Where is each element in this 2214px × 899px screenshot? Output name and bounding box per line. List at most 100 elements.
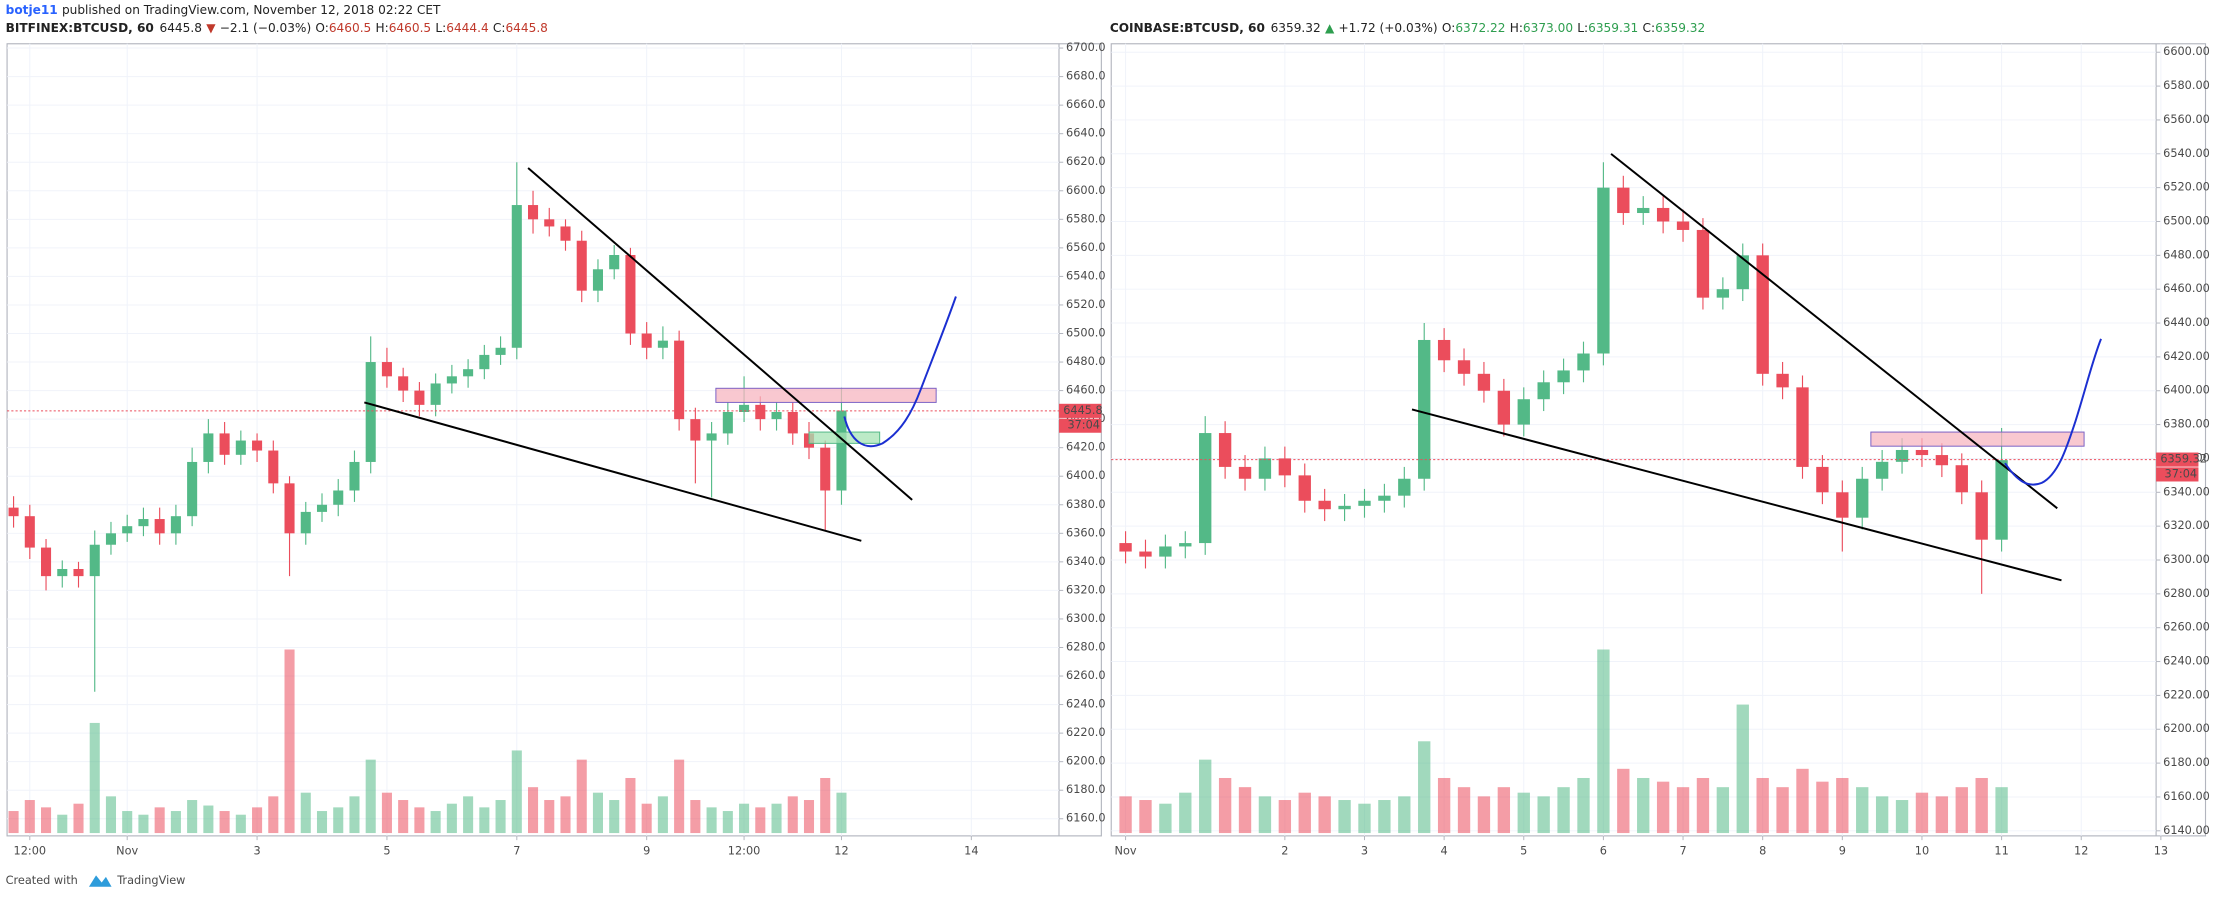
volume-bar	[1736, 704, 1749, 834]
countdown-label: 37:04	[1067, 419, 1100, 432]
brand-logo[interactable]	[88, 875, 112, 887]
candle-body	[187, 461, 198, 517]
candle-body	[1398, 478, 1411, 496]
candle-body	[528, 205, 539, 220]
x-tick-label: 2	[1281, 844, 1288, 857]
candle-body	[576, 240, 587, 291]
candle-body	[1238, 466, 1252, 479]
x-tick-label: 10	[1915, 844, 1929, 857]
author[interactable]: botje11	[6, 2, 58, 16]
candle-body	[398, 376, 409, 391]
volume-bar	[803, 800, 815, 834]
volume-bar	[349, 796, 360, 834]
volume-bar	[1477, 796, 1491, 834]
volume-bar	[722, 811, 733, 834]
candle-body	[1816, 466, 1829, 493]
volume-bar	[365, 759, 376, 834]
candle-body	[1895, 449, 1909, 462]
x-tick-label: 9	[643, 844, 650, 857]
candle-body	[1457, 360, 1471, 374]
candle-body	[1696, 229, 1710, 298]
candle-body	[511, 205, 522, 348]
candle-body	[349, 461, 360, 491]
ohlc-value: 6460.5	[389, 21, 431, 35]
trend-line[interactable]	[364, 401, 862, 542]
volume-bar	[1895, 800, 1909, 834]
volume-bar	[381, 792, 392, 834]
volume-bar	[1637, 777, 1650, 834]
candle-body	[836, 410, 847, 491]
volume-bar	[1258, 796, 1272, 834]
volume-bar	[1218, 777, 1232, 834]
candle-body	[787, 411, 798, 434]
volume-bar	[576, 759, 587, 834]
volume-bar	[187, 800, 198, 834]
volume-bar	[1617, 768, 1630, 834]
trend-line[interactable]	[527, 167, 913, 501]
y-tick-label: 6220.0	[1066, 726, 1105, 739]
candle-body	[1995, 460, 2008, 540]
volume-bar	[592, 792, 604, 834]
volume-bar	[1398, 796, 1411, 834]
candle-body	[690, 419, 701, 441]
volume-bar	[1856, 787, 1869, 834]
candle-body	[609, 255, 620, 270]
candle-body	[657, 340, 668, 348]
trend-line[interactable]	[1610, 153, 2058, 510]
candle-body	[414, 390, 425, 405]
y-tick-label: 6500.0	[1066, 326, 1105, 339]
y-tick-label: 6400.0	[1066, 469, 1105, 482]
ohlc-name: O:	[315, 21, 328, 35]
candle-body	[544, 219, 555, 227]
x-tick-label: 11	[1994, 844, 2008, 857]
y-tick-label: 6340.00	[2163, 485, 2210, 498]
support-zone[interactable]	[808, 431, 881, 444]
volume-bar	[1437, 777, 1451, 834]
candle-body	[706, 433, 717, 441]
x-tick-label: 5	[383, 844, 390, 857]
y-tick-label: 6160.00	[2163, 790, 2210, 803]
volume-bar	[609, 800, 620, 834]
x-tick-label: 7	[513, 844, 520, 857]
candle-body	[365, 362, 376, 462]
y-tick-label: 6660.0	[1066, 98, 1105, 111]
volume-bar	[1756, 777, 1769, 834]
projection-curve[interactable]	[2004, 338, 2102, 486]
volume-bar	[252, 807, 263, 834]
last-price: 6359.32	[1271, 21, 1321, 35]
volume-bar	[219, 811, 230, 834]
volume-bar	[1776, 787, 1789, 834]
y-tick-label: 6460.00	[2163, 282, 2210, 295]
candle-body	[284, 483, 295, 534]
candle-body	[1617, 187, 1630, 214]
candle-body	[235, 440, 246, 455]
volume-bar	[706, 807, 717, 834]
y-tick-label: 6520.00	[2163, 181, 2210, 194]
volume-bar	[203, 805, 214, 834]
countdown-tag	[2156, 467, 2199, 482]
candle-body	[219, 433, 230, 455]
volume-bar	[463, 796, 474, 834]
candle-body	[1218, 433, 1232, 467]
candle-body	[1756, 255, 1769, 374]
volume-bar	[690, 800, 701, 834]
candle-body	[1258, 458, 1272, 479]
y-tick-label: 6520.0	[1066, 298, 1105, 311]
volume-bar	[316, 811, 328, 834]
volume-bar	[1716, 787, 1730, 834]
trend-line[interactable]	[1411, 408, 2062, 582]
volume-bar	[1378, 800, 1391, 834]
candle-body	[1856, 478, 1869, 518]
resistance-zone[interactable]	[715, 387, 937, 403]
volume-bar	[511, 750, 522, 834]
volume-bar	[1935, 796, 1949, 834]
footer-brand[interactable]: TradingView	[116, 874, 185, 887]
x-tick-label: 13	[2154, 844, 2168, 857]
candle-body	[73, 568, 84, 577]
x-tick-label: 6	[1600, 844, 1607, 857]
candle-body	[1537, 382, 1550, 400]
projection-curve[interactable]	[843, 296, 957, 448]
candle-body	[1597, 187, 1610, 354]
candle-body	[1736, 255, 1749, 290]
